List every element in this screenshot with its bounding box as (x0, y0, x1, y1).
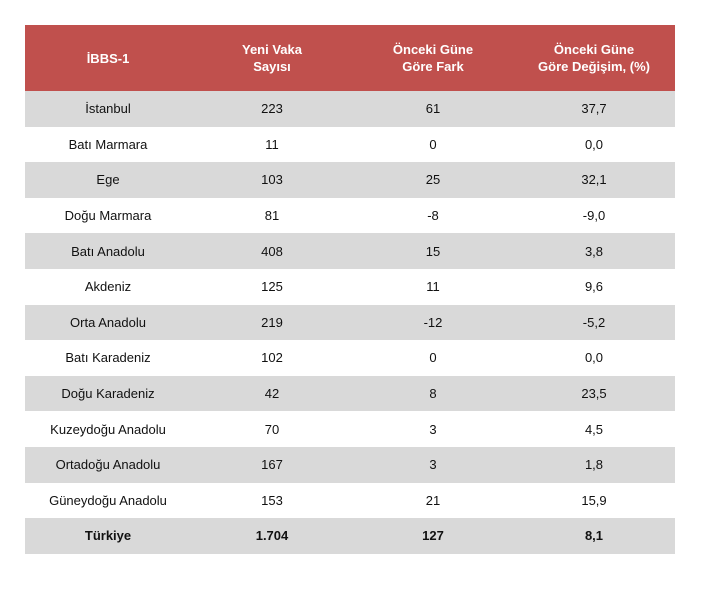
cases-cell: 223 (261, 101, 283, 117)
cases-cell: 408 (261, 243, 283, 259)
table-row: Güneydoğu Anadolu 153 21 15,9 (25, 483, 675, 519)
change-cell: -9,0 (582, 208, 606, 224)
region-cell: Batı Anadolu (71, 243, 145, 259)
header-change-line2: Göre Değişim, (%) (538, 59, 650, 74)
table-row: Orta Anadolu 219 -12 -5,2 (25, 304, 675, 341)
region-cell: Ege (96, 172, 120, 188)
header-diff-line1: Önceki Güne (392, 42, 474, 57)
header-region: İBBS-1 (25, 50, 191, 67)
table-row: İstanbul 223 61 37,7 (25, 91, 675, 127)
table-row: Ortadoğu Anadolu 167 3 1,8 (25, 446, 675, 483)
table-row: Kuzeydoğu Anadolu 70 3 4,5 (25, 411, 675, 447)
header-new-cases-line1: Yeni Vaka (242, 42, 302, 57)
cases-cell: 167 (261, 457, 283, 473)
change-cell: 15,9 (581, 492, 607, 508)
total-diff-cell: 127 (422, 528, 444, 544)
header-region-label: İBBS-1 (86, 50, 130, 66)
region-cell: Güneydoğu Anadolu (49, 492, 167, 508)
diff-cell: 8 (429, 386, 437, 402)
cases-cell: 125 (261, 279, 283, 295)
table-row: Batı Karadeniz 102 0 0,0 (25, 340, 675, 376)
change-cell: -5,2 (582, 314, 606, 330)
diff-cell: 0 (429, 136, 437, 152)
case-table: İBBS-1 Yeni Vaka Sayısı Önceki Güne Göre… (25, 25, 675, 554)
header-change-line1: Önceki Güne (553, 42, 635, 57)
region-cell: Batı Karadeniz (65, 350, 151, 366)
cases-cell: 70 (264, 421, 280, 437)
total-cases-cell: 1.704 (255, 528, 289, 544)
total-region-cell: Türkiye (84, 528, 132, 544)
table-row: Doğu Marmara 81 -8 -9,0 (25, 198, 675, 234)
header-change: Önceki Güne Göre Değişim, (%) (513, 41, 675, 75)
cases-cell: 11 (265, 136, 279, 152)
table-header: İBBS-1 Yeni Vaka Sayısı Önceki Güne Göre… (25, 25, 675, 91)
region-cell: Doğu Karadeniz (61, 386, 155, 402)
cases-cell: 219 (261, 314, 283, 330)
cases-cell: 102 (261, 350, 283, 366)
change-cell: 1,8 (584, 457, 604, 473)
total-change-cell: 8,1 (584, 528, 604, 544)
diff-cell: -8 (427, 208, 439, 224)
total-row: Türkiye 1.704 127 8,1 (25, 518, 675, 554)
change-cell: 32,1 (581, 172, 607, 188)
diff-cell: 11 (426, 279, 440, 295)
header-new-cases-line2: Sayısı (253, 59, 291, 74)
cases-cell: 103 (261, 172, 283, 188)
diff-cell: 21 (425, 492, 441, 508)
table-row: Batı Marmara 11 0 0,0 (25, 127, 675, 163)
region-cell: Batı Marmara (68, 136, 148, 152)
diff-cell: -12 (423, 314, 443, 330)
table-row: Batı Anadolu 408 15 3,8 (25, 233, 675, 269)
header-diff-line2: Göre Fark (402, 59, 464, 74)
table-body: İstanbul 223 61 37,7 Batı Marmara 11 0 0… (25, 91, 675, 554)
region-cell: Doğu Marmara (64, 208, 152, 224)
change-cell: 3,8 (584, 243, 604, 259)
diff-cell: 61 (425, 101, 441, 117)
region-cell: Akdeniz (84, 279, 132, 295)
change-cell: 37,7 (581, 101, 607, 117)
change-cell: 0,0 (584, 136, 604, 152)
cases-cell: 42 (264, 386, 280, 402)
region-cell: Orta Anadolu (70, 314, 146, 330)
change-cell: 23,5 (581, 386, 607, 402)
cases-cell: 153 (261, 492, 283, 508)
region-cell: Ortadoğu Anadolu (55, 457, 161, 473)
diff-cell: 0 (429, 350, 437, 366)
change-cell: 0,0 (584, 350, 604, 366)
diff-cell: 15 (425, 243, 441, 259)
table-row: Ege 103 25 32,1 (25, 162, 675, 198)
diff-cell: 3 (429, 421, 437, 437)
diff-cell: 3 (429, 457, 437, 473)
region-cell: Kuzeydoğu Anadolu (50, 421, 166, 437)
region-cell: İstanbul (85, 101, 131, 117)
header-diff: Önceki Güne Göre Fark (353, 41, 513, 75)
cases-cell: 81 (264, 208, 280, 224)
diff-cell: 25 (425, 172, 441, 188)
change-cell: 9,6 (584, 279, 604, 295)
change-cell: 4,5 (584, 421, 604, 437)
table-row: Doğu Karadeniz 42 8 23,5 (25, 375, 675, 412)
header-new-cases: Yeni Vaka Sayısı (191, 41, 353, 75)
table-row: Akdeniz 125 11 9,6 (25, 269, 675, 305)
